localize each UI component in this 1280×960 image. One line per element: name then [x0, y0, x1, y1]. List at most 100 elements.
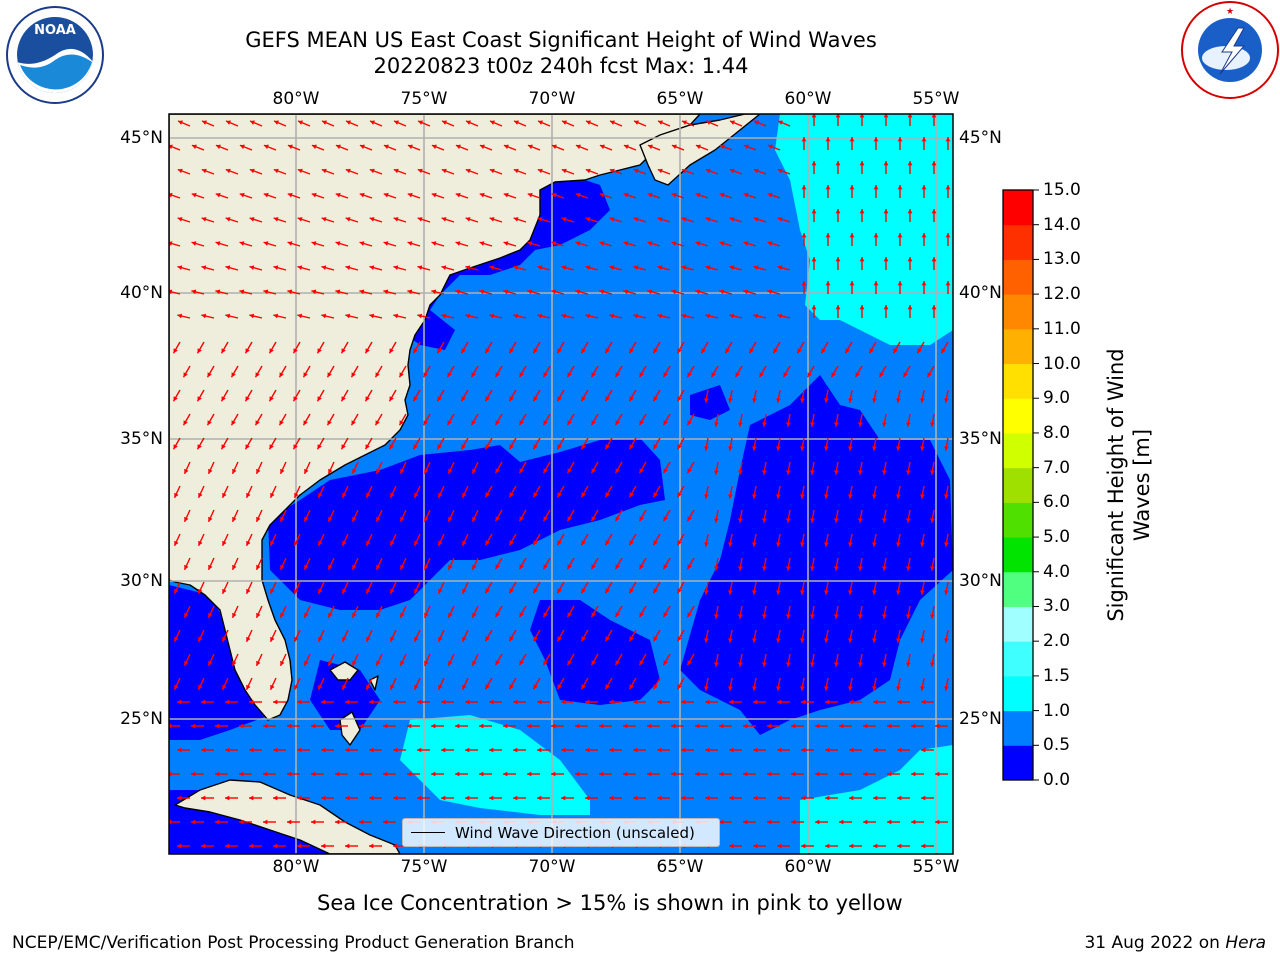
- wind-wave-arrow: [537, 168, 551, 175]
- colorbar-segment: [1003, 606, 1033, 642]
- wind-wave-arrow: [494, 461, 503, 474]
- wind-wave-arrow: [465, 265, 479, 271]
- wind-wave-arrow: [249, 699, 262, 705]
- wind-wave-arrow: [447, 461, 455, 475]
- wind-wave-arrow: [423, 557, 431, 571]
- wind-wave-arrow: [537, 699, 550, 705]
- wind-wave-arrow: [705, 120, 719, 127]
- wind-wave-arrow: [662, 413, 671, 426]
- wind-wave-arrow: [393, 747, 406, 753]
- wind-wave-arrow: [815, 723, 828, 729]
- lon-tick-top: 60°W: [784, 89, 832, 109]
- wind-wave-arrow: [249, 313, 263, 319]
- wind-wave-arrow: [609, 217, 623, 223]
- wind-wave-arrow: [561, 747, 574, 753]
- wind-wave-arrow: [911, 771, 924, 777]
- wind-wave-arrow: [743, 289, 757, 295]
- wind-wave-arrow: [321, 843, 334, 849]
- wind-wave-arrow: [345, 120, 359, 127]
- wind-wave-arrow: [590, 509, 599, 522]
- colorbar-tick-label: 3.0: [1043, 596, 1071, 617]
- wind-wave-arrow: [767, 771, 780, 777]
- wind-wave-arrow: [489, 265, 503, 271]
- wind-wave-arrow: [796, 341, 805, 354]
- wind-wave-arrow: [791, 723, 804, 729]
- wind-wave-arrow: [527, 771, 540, 777]
- wind-wave-arrow: [177, 217, 191, 223]
- wind-wave-arrow: [931, 257, 937, 270]
- lat-tick-right: 35°N: [959, 429, 1002, 449]
- wind-wave-arrow: [883, 305, 889, 318]
- wind-wave-arrow: [287, 144, 301, 151]
- wind-wave-arrow: [297, 843, 310, 849]
- wind-wave-arrow: [465, 699, 478, 705]
- wind-wave-arrow: [297, 217, 311, 223]
- wind-wave-arrow: [931, 114, 937, 126]
- colorbar-tick-label: 0.0: [1043, 770, 1071, 790]
- wind-wave-arrow: [776, 677, 781, 691]
- wind-wave-arrow: [351, 557, 359, 571]
- wind-wave-arrow: [297, 265, 311, 271]
- wind-wave-arrow: [297, 699, 310, 705]
- wind-wave-arrow: [806, 365, 815, 378]
- wind-wave-arrow: [728, 629, 733, 643]
- wind-wave-arrow: [820, 341, 829, 354]
- wind-wave-arrow: [704, 389, 709, 403]
- wind-wave-arrow: [399, 653, 407, 667]
- wind-wave-arrow: [527, 723, 540, 729]
- wind-wave-arrow: [207, 605, 215, 619]
- wind-wave-arrow: [854, 365, 863, 378]
- wind-wave-arrow: [834, 605, 839, 619]
- wind-wave-arrow: [906, 413, 911, 427]
- wind-wave-arrow: [920, 677, 925, 691]
- wind-wave-arrow: [532, 533, 541, 546]
- wind-wave-arrow: [599, 289, 613, 295]
- wind-wave-arrow: [303, 461, 311, 475]
- lat-tick-right: 45°N: [959, 128, 1002, 148]
- wind-wave-arrow: [896, 437, 901, 451]
- wind-wave-arrow: [815, 771, 828, 777]
- wind-wave-arrow: [255, 509, 263, 523]
- wind-wave-arrow: [369, 795, 382, 801]
- wind-wave-arrow: [633, 699, 646, 705]
- page-title: GEFS MEAN US East Coast Significant Heig…: [245, 28, 877, 52]
- wind-wave-arrow: [657, 795, 670, 801]
- wind-wave-arrow: [906, 653, 911, 667]
- wind-wave-arrow: [225, 313, 239, 319]
- wind-wave-arrow: [753, 313, 767, 319]
- wind-wave-arrow: [542, 509, 551, 522]
- wind-wave-arrow: [883, 161, 889, 174]
- wind-wave-arrow: [566, 509, 575, 522]
- wind-wave-arrow: [206, 413, 215, 426]
- wind-wave-arrow: [183, 461, 191, 475]
- wind-wave-arrow: [287, 819, 300, 825]
- wind-wave-arrow: [225, 843, 238, 849]
- wind-wave-arrow: [686, 413, 695, 426]
- wind-wave-arrow: [599, 241, 613, 247]
- svg-text:NOAA: NOAA: [34, 23, 76, 38]
- wind-wave-arrow: [249, 265, 263, 271]
- wind-wave-arrow: [364, 389, 373, 402]
- wind-wave-arrow: [359, 241, 373, 247]
- wind-wave-arrow: [513, 699, 526, 705]
- wind-wave-arrow: [604, 485, 613, 498]
- wind-wave-arrow: [508, 533, 517, 546]
- wind-wave-arrow: [825, 185, 831, 198]
- wind-wave-arrow: [777, 843, 790, 849]
- nws-logo: ★: [1181, 1, 1279, 99]
- wind-wave-arrow: [249, 120, 263, 127]
- wind-wave-arrow: [614, 557, 623, 570]
- wind-wave-arrow: [196, 437, 205, 450]
- wind-wave-arrow: [811, 209, 817, 222]
- wind-wave-arrow: [513, 217, 527, 223]
- wind-wave-arrow: [513, 120, 527, 127]
- wind-wave-arrow: [704, 533, 709, 547]
- wind-wave-arrow: [302, 413, 311, 426]
- wind-wave-arrow: [508, 629, 517, 642]
- wind-wave-arrow: [695, 192, 709, 199]
- wind-wave-arrow: [705, 265, 719, 271]
- wind-wave-arrow: [752, 485, 757, 499]
- wind-wave-arrow: [897, 699, 910, 705]
- wind-wave-arrow: [321, 699, 334, 705]
- wind-wave-arrow: [671, 771, 684, 777]
